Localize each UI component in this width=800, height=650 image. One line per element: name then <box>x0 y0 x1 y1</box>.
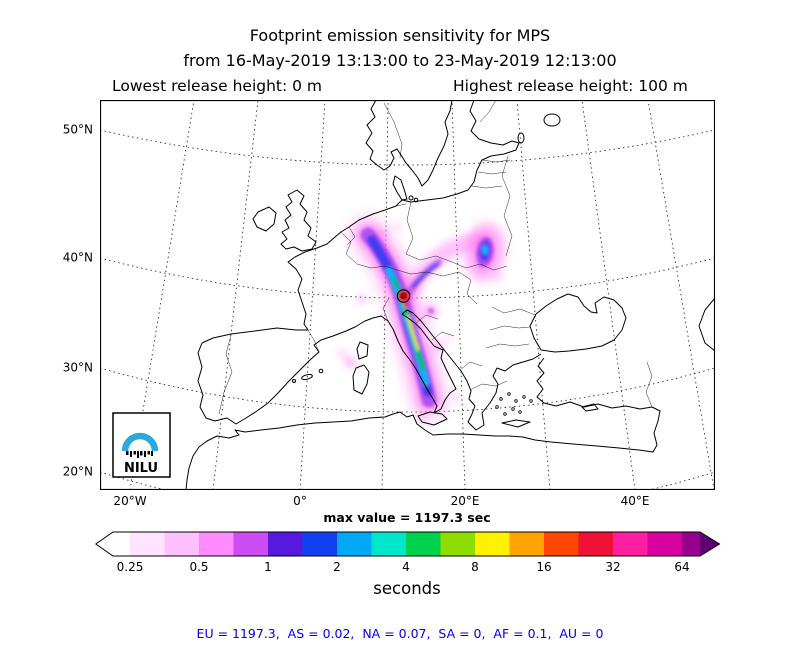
highest-release-height-label: Highest release height: 100 m <box>453 77 688 95</box>
colorbar-tick-label: 32 <box>605 560 621 574</box>
lon-tick-label-20w: 20°W <box>113 494 147 508</box>
colorbar-segment <box>682 532 700 556</box>
colorbar-tick-label: 2 <box>333 560 341 574</box>
country-borders <box>218 100 653 415</box>
nilu-logo-text: NILU <box>124 461 158 476</box>
colorbar-segment <box>113 532 131 556</box>
colorbar-outline <box>95 531 721 557</box>
lat-tick-label-30n: 30°N <box>62 360 93 375</box>
colorbar-tick-label: 1 <box>264 560 272 574</box>
colorbar-segment <box>578 532 614 556</box>
max-value-label: max value = 1197.3 sec <box>323 510 491 525</box>
lowest-release-height-label: Lowest release height: 0 m <box>112 77 323 95</box>
colorbar-segment <box>440 532 476 556</box>
region-totals: EU = 1197.3, AS = 0.02, NA = 0.07, SA = … <box>196 626 604 641</box>
colorbar <box>95 531 721 557</box>
colorbar-tick-label: 16 <box>536 560 552 574</box>
nilu-logo-arc <box>121 432 159 452</box>
colorbar-segment <box>544 532 579 556</box>
coast-great-britain <box>280 189 317 252</box>
coast-black-sea <box>529 293 627 353</box>
colorbar-segment <box>302 532 338 556</box>
lat-tick-label-50n: 50°N <box>62 122 93 137</box>
colorbar-tick-label: 4 <box>402 560 410 574</box>
emission-plume <box>338 212 508 423</box>
coast-corsica <box>356 341 369 360</box>
lon-tick-label-0: 0° <box>293 494 307 508</box>
coast-mainland-europe <box>197 100 542 431</box>
colorbar-segment <box>475 532 510 556</box>
colorbar-tick-label: 64 <box>674 560 690 574</box>
colorbar-segment <box>130 532 165 556</box>
lake-ladoga <box>543 113 561 127</box>
footprint-map: NILU <box>100 100 715 490</box>
colorbar-segment <box>406 532 441 556</box>
lat-tick-label-20n: 20°N <box>62 464 93 479</box>
colorbar-segment <box>268 532 303 556</box>
nilu-logo-skyline <box>126 451 153 458</box>
colorbar-unit-label: seconds <box>373 579 441 598</box>
colorbar-segment <box>647 532 683 556</box>
aegean-islands <box>495 392 533 416</box>
coast-scandinavia <box>365 100 453 187</box>
figure-subtitle: from 16-May-2019 13:13:00 to 23-May-2019… <box>183 51 617 70</box>
coast-ireland <box>252 206 277 232</box>
colorbar-segment <box>371 532 407 556</box>
lake-peipus <box>517 132 525 144</box>
colorbar-segment <box>509 532 545 556</box>
colorbar-right-arrow <box>700 532 720 556</box>
colorbar-segment <box>164 532 200 556</box>
colorbar-segments <box>113 532 700 556</box>
lon-tick-label-40e: 40°E <box>620 494 650 508</box>
coast-sardinia <box>352 364 370 395</box>
lon-tick-label-20e: 20°E <box>450 494 480 508</box>
coast-turkey-africa <box>185 357 661 490</box>
island-mallorca <box>301 373 313 381</box>
colorbar-segment <box>613 532 648 556</box>
map-frame <box>100 100 715 490</box>
coast-caspian-edge <box>698 297 715 352</box>
coast-crete <box>501 419 531 428</box>
lat-tick-label-40n: 40°N <box>62 250 93 265</box>
colorbar-tick-label: 0.5 <box>189 560 209 574</box>
coastlines <box>185 100 715 490</box>
colorbar-tick-label: 8 <box>471 560 479 574</box>
colorbar-segment <box>337 532 372 556</box>
coast-denmark <box>392 175 408 201</box>
nilu-logo: NILU <box>112 412 171 478</box>
colorbar-tick-label: 0.25 <box>116 560 144 574</box>
max-value-marker <box>396 289 411 303</box>
colorbar-segment <box>233 532 269 556</box>
colorbar-segment <box>199 532 234 556</box>
coast-cyprus <box>581 403 599 412</box>
coast-sicily <box>417 411 448 426</box>
figure-title: Footprint emission sensitivity for MPS <box>249 26 551 45</box>
